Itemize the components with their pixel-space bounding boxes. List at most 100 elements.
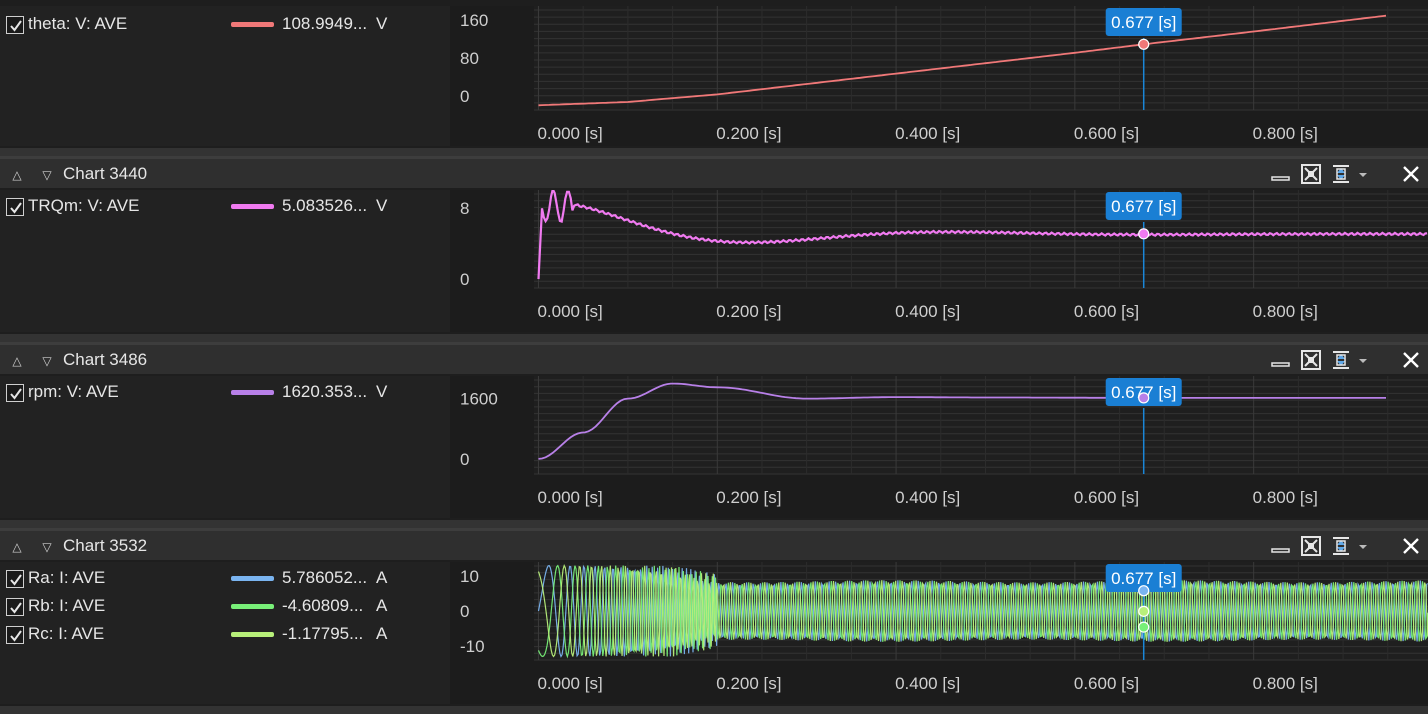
x-tick-label: 0.000 [s] [537, 302, 602, 321]
panel-divider[interactable] [0, 148, 1428, 156]
plot-area[interactable]: 160 80 0 0.000 [s] 0.200 [s] 0.400 [s] 0.600 [… [450, 6, 1428, 146]
chart-svg: 10 0 -10 0.000 [s] 0.200 [s] 0.400 [s] 0.600 [… [460, 562, 1428, 693]
panel-divider[interactable] [0, 334, 1428, 342]
series-value: 1620.353... [282, 382, 368, 401]
x-tick-label: 0.000 [s] [537, 674, 602, 693]
series-unit: V [376, 196, 388, 215]
y-tick-label: -10 [460, 637, 485, 656]
y-tick-label: 80 [460, 49, 479, 68]
panel-title: Chart 3440 [63, 164, 148, 183]
x-tick-label: 0.400 [s] [895, 674, 960, 693]
x-tick-label: 0.200 [s] [716, 302, 781, 321]
series-name: theta: V: AVE [28, 14, 128, 33]
chart-panel-3486: △ ▽ Chart 3486 rpm: V: AVE 1620.353... V… [0, 342, 1428, 520]
series-value: 108.9949... [282, 14, 368, 33]
chevron-down-icon[interactable] [1356, 349, 1370, 371]
x-tick-label: 0.200 [s] [716, 674, 781, 693]
fit-vertical-icon[interactable] [1330, 349, 1352, 371]
fit-vertical-icon[interactable] [1330, 535, 1352, 557]
chevron-down-icon[interactable] [1356, 163, 1370, 185]
series-color-swatch [231, 390, 274, 395]
cursor-badge[interactable] [1105, 8, 1182, 36]
chart-svg: 160 80 0 0.000 [s] 0.200 [s] 0.400 [s] 0.600 [… [460, 6, 1428, 143]
y-tick-label: 0 [460, 450, 469, 469]
triangle-down-icon[interactable]: ▽ [42, 354, 52, 368]
series-checkbox[interactable] [6, 384, 24, 402]
y-tick-label: 0 [460, 602, 469, 621]
panel-header: △ ▽ Chart 3440 [0, 156, 1428, 188]
fit-to-screen-icon[interactable] [1300, 163, 1322, 185]
panel-header: △ ▽ Chart 3532 [0, 528, 1428, 560]
close-icon[interactable] [1400, 163, 1422, 185]
close-icon[interactable] [1400, 535, 1422, 557]
fit-to-screen-icon[interactable] [1300, 349, 1322, 371]
plot-area[interactable]: 1600 0 0.000 [s] 0.200 [s] 0.400 [s] 0.600 [s… [450, 376, 1428, 518]
chart-svg: 1600 0 0.000 [s] 0.200 [s] 0.400 [s] 0.600 [s… [460, 376, 1428, 507]
fit-vertical-icon[interactable] [1330, 163, 1352, 185]
panel-divider[interactable] [0, 706, 1428, 714]
triangle-down-icon[interactable]: ▽ [42, 540, 52, 554]
triangle-up-icon[interactable]: △ [12, 168, 22, 182]
x-tick-label: 0.600 [s] [1074, 488, 1139, 507]
x-tick-label: 0.200 [s] [716, 124, 781, 143]
y-tick-label: 160 [460, 11, 488, 30]
series-value: -4.60809... [282, 596, 364, 615]
plot-background [534, 376, 1428, 474]
cursor-badge-label: 0.677 [s] [1111, 13, 1176, 32]
legend-row: Rb: I: AVE -4.60809... A [0, 596, 450, 622]
x-tick-label: 0.600 [s] [1074, 124, 1139, 143]
triangle-down-icon[interactable]: ▽ [42, 168, 52, 182]
cursor-marker [1138, 605, 1150, 617]
series-value: 5.083526... [282, 196, 368, 215]
x-tick-label: 0.800 [s] [1253, 302, 1318, 321]
series-checkbox[interactable] [6, 570, 24, 588]
cursor-badge[interactable] [1105, 378, 1182, 406]
series-checkbox[interactable] [6, 626, 24, 644]
legend-area: Ra: I: AVE 5.786052... A Rb: I: AVE -4.6… [0, 562, 450, 704]
x-tick-label: 0.400 [s] [895, 124, 960, 143]
series-color-swatch [231, 204, 274, 209]
series-unit: A [376, 624, 388, 643]
cursor-badge[interactable] [1105, 564, 1182, 592]
close-icon[interactable] [1400, 349, 1422, 371]
legend-row: theta: V: AVE 108.9949... V [0, 14, 450, 40]
plot-area[interactable]: 8 0 0.000 [s] 0.200 [s] 0.400 [s] 0.600 [s] 0.… [450, 190, 1428, 332]
series-name: Rc: I: AVE [28, 624, 105, 643]
chevron-down-icon[interactable] [1356, 535, 1370, 557]
series-name: Rb: I: AVE [28, 596, 106, 615]
y-tick-label: 10 [460, 567, 479, 586]
series-checkbox[interactable] [6, 198, 24, 216]
series-unit: V [376, 382, 388, 401]
plot-area[interactable]: 10 0 -10 0.000 [s] 0.200 [s] 0.400 [s] 0.600 [… [450, 562, 1428, 704]
series-line [538, 382, 1386, 460]
minimize-icon[interactable] [1270, 163, 1292, 185]
series-unit: A [376, 596, 388, 615]
legend-area: TRQm: V: AVE 5.083526... V [0, 190, 450, 332]
cursor-badge[interactable] [1105, 192, 1182, 220]
fit-to-screen-icon[interactable] [1300, 535, 1322, 557]
series-color-swatch [231, 604, 274, 609]
cursor-marker [1138, 585, 1150, 597]
series-checkbox[interactable] [6, 598, 24, 616]
legend-row: Rc: I: AVE -1.17795... A [0, 624, 450, 650]
triangle-up-icon[interactable]: △ [12, 540, 22, 554]
legend-row: rpm: V: AVE 1620.353... V [0, 382, 450, 408]
chart-panel-3440: △ ▽ Chart 3440 TRQm: V: AVE 5.083526... … [0, 156, 1428, 334]
series-line [537, 563, 1428, 658]
series-value: 5.786052... [282, 568, 368, 587]
x-tick-label: 0.600 [s] [1074, 302, 1139, 321]
panel-divider[interactable] [0, 520, 1428, 528]
chart-svg: 8 0 0.000 [s] 0.200 [s] 0.400 [s] 0.600 [s] 0.… [460, 190, 1428, 321]
series-value: -1.17795... [282, 624, 364, 643]
series-unit: A [376, 568, 388, 587]
x-tick-label: 0.800 [s] [1253, 124, 1318, 143]
minimize-icon[interactable] [1270, 535, 1292, 557]
series-color-swatch [231, 632, 274, 637]
y-tick-label: 8 [460, 199, 469, 218]
triangle-up-icon[interactable]: △ [12, 354, 22, 368]
x-tick-label: 0.000 [s] [537, 488, 602, 507]
series-checkbox[interactable] [6, 16, 24, 34]
minimize-icon[interactable] [1270, 349, 1292, 371]
y-tick-label: 0 [460, 270, 469, 289]
series-line [538, 14, 1387, 107]
